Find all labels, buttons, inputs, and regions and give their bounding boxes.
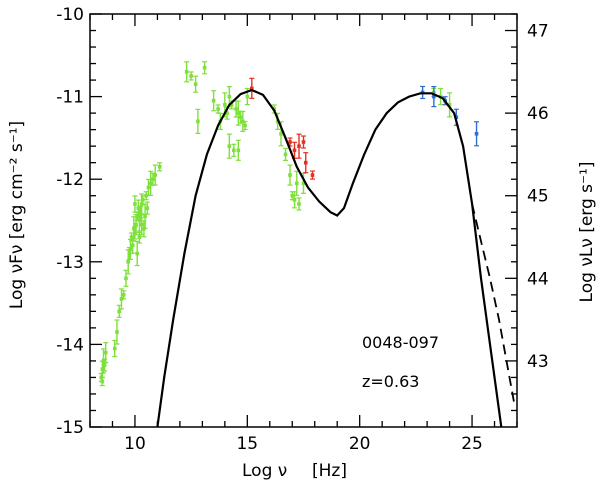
redshift-label: z=0.63 <box>362 372 419 391</box>
data-point <box>151 177 155 181</box>
data-point <box>447 103 452 107</box>
data-point <box>128 247 133 252</box>
data-point <box>189 74 193 78</box>
y-axis-label-right: Log νLν [erg s⁻¹] <box>577 162 597 303</box>
y2-tick-label: 45 <box>527 187 549 207</box>
data-point <box>202 65 207 70</box>
y2-tick-label: 43 <box>527 352 549 372</box>
x-tick-label: 20 <box>349 434 371 454</box>
data-point <box>126 260 131 264</box>
data-point <box>283 152 288 157</box>
data-point <box>133 202 137 206</box>
x-tick-label: 10 <box>124 434 146 454</box>
data-point <box>243 123 247 128</box>
data-point <box>292 148 297 153</box>
data-point <box>143 214 147 219</box>
axes-layer: 10 15 20 25 -10 -11 -12 -13 -14 -15 43 44 45 46 47 <box>56 5 548 454</box>
data-point <box>130 243 135 248</box>
data-point <box>133 231 137 235</box>
data-point <box>474 131 479 136</box>
data-point <box>225 111 229 115</box>
data-point <box>117 309 122 314</box>
x-axis-label-main: Log ν <box>242 461 287 481</box>
y-axis-label-left: Log νFν [erg cm⁻² s⁻¹] <box>7 121 27 309</box>
data-point <box>294 181 299 186</box>
data-point <box>216 107 220 111</box>
data-point <box>303 160 308 165</box>
data-point <box>227 144 232 148</box>
data-point <box>127 251 132 256</box>
data-point <box>196 119 200 124</box>
x-axis-label-unit: [Hz] <box>312 461 347 481</box>
data-point <box>132 226 136 231</box>
data-point <box>148 181 153 186</box>
data-point <box>301 181 306 186</box>
plot-frame <box>89 13 518 428</box>
model-curve-dashed <box>471 203 516 407</box>
data-point <box>137 235 142 239</box>
data-point <box>229 103 234 107</box>
data-point <box>184 70 189 74</box>
data-point <box>102 363 107 367</box>
data-point <box>101 359 106 363</box>
data-point <box>232 148 236 153</box>
data-point <box>236 111 241 115</box>
data-point <box>279 131 283 136</box>
y-tick-label: -12 <box>56 170 84 190</box>
data-point <box>250 86 254 91</box>
model-curve-solid <box>156 88 503 428</box>
data-point <box>146 185 151 190</box>
data-point <box>193 82 198 87</box>
y2-tick-label: 47 <box>527 22 549 42</box>
data-point <box>432 94 436 99</box>
data-point <box>153 173 157 177</box>
y2-tick-label: 44 <box>527 269 549 289</box>
data-point <box>141 198 145 202</box>
data-point <box>121 293 126 297</box>
data-point <box>100 367 105 371</box>
data-point <box>290 193 295 198</box>
data-point <box>157 165 162 169</box>
data-point <box>236 148 241 153</box>
data-point <box>288 140 292 144</box>
data-point <box>137 218 142 223</box>
source-label: 0048-097 <box>362 333 439 352</box>
plot-layer <box>98 61 516 428</box>
data-point <box>227 94 232 99</box>
y-tick-label: -13 <box>56 253 84 273</box>
y-tick-label: -15 <box>56 418 84 438</box>
data-point <box>139 222 144 227</box>
data-point <box>288 173 292 177</box>
x-tick-label: 25 <box>461 434 483 454</box>
y2-tick-label: 46 <box>527 104 549 124</box>
data-point <box>112 346 117 351</box>
x-axis-label: Log ν [Hz] <box>242 461 347 481</box>
data-point <box>245 94 250 99</box>
data-point <box>238 115 243 120</box>
data-point <box>310 173 315 177</box>
data-point <box>138 210 143 215</box>
data-point <box>297 144 301 148</box>
y-tick-label: -14 <box>56 335 84 355</box>
data-point <box>135 251 139 256</box>
data-point <box>234 107 238 111</box>
data-point <box>103 350 108 355</box>
y-tick-label: -11 <box>56 88 84 108</box>
y-tick-label: -10 <box>56 5 84 25</box>
data-point <box>115 330 119 334</box>
data-point <box>134 222 138 227</box>
x-tick-label: 15 <box>236 434 258 454</box>
data-point <box>297 202 301 206</box>
data-point <box>223 103 227 107</box>
data-point <box>124 276 128 281</box>
data-point <box>145 206 150 210</box>
data-point <box>292 198 297 202</box>
data-point <box>211 98 216 103</box>
data-point <box>301 140 306 144</box>
data-point <box>100 379 105 384</box>
